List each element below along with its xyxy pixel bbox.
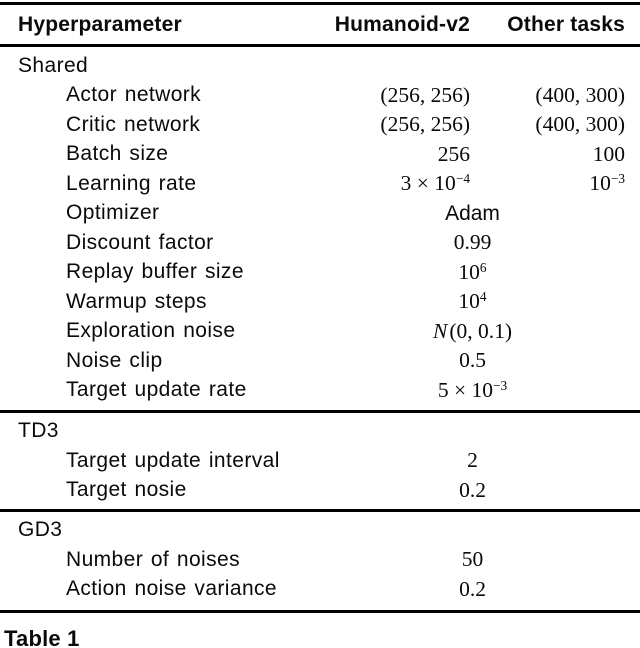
- row-label: Noise clip: [66, 348, 163, 372]
- row-label: Replay buffer size: [66, 260, 244, 284]
- cell-other-tasks-value: 10−3: [589, 171, 625, 196]
- table-row: Target update interval 2: [0, 446, 640, 476]
- table-body: Shared Actor network (256, 256) (400, 300) C…: [0, 47, 640, 613]
- cell-shared-value: 2: [467, 448, 478, 473]
- section-divider-rule: [0, 509, 640, 512]
- cell-shared-value: 5 × 10−3: [437, 377, 508, 402]
- hyperparameter-table: Hyperparameter Humanoid-v2 Other tasks S…: [0, 1, 640, 613]
- cell-shared-value: 50: [461, 547, 484, 572]
- table-section-gd3: GD3 Number of noises 50 Action noise varian…: [0, 512, 640, 611]
- table-row: Optimizer Adam: [0, 199, 640, 229]
- cell-shared-value: N(0, 0.1): [432, 318, 513, 343]
- table-section-td3: TD3 Target update interval 2 Target nosie 0.…: [0, 413, 640, 510]
- row-label: Number of noises: [66, 547, 240, 571]
- row-label: Discount factor: [66, 230, 214, 254]
- cell-shared-value: 104: [458, 289, 487, 314]
- row-label: Target update rate: [66, 378, 247, 402]
- table-row: Target nosie 0.2: [0, 476, 640, 506]
- table-row: Action noise variance 0.2: [0, 575, 640, 605]
- section-divider-rule: [0, 410, 640, 413]
- table-row: Replay buffer size 106: [0, 258, 640, 288]
- section-title-row: GD3: [0, 516, 640, 546]
- cell-humanoid-value: (256, 256): [380, 112, 470, 137]
- table-row: Discount factor 0.99: [0, 228, 640, 258]
- cell-humanoid-value: (256, 256): [380, 82, 470, 107]
- table-row: Actor network (256, 256) (400, 300): [0, 81, 640, 111]
- row-label: Optimizer: [66, 201, 160, 225]
- cell-other-tasks-value: (400, 300): [535, 112, 625, 137]
- table-row: Target update rate 5 × 10−3: [0, 376, 640, 406]
- cell-shared-value: 0.2: [459, 477, 486, 502]
- section-title-row: TD3: [0, 417, 640, 447]
- row-label: Learning rate: [66, 171, 197, 195]
- row-label: Actor network: [66, 83, 202, 107]
- cell-humanoid-value: 256: [437, 141, 470, 166]
- row-label: Target nosie: [66, 478, 187, 502]
- row-label: Action noise variance: [66, 577, 278, 601]
- table-row: Batch size 256 100: [0, 140, 640, 170]
- cell-other-tasks-value: (400, 300): [535, 82, 625, 107]
- table-header-row: Hyperparameter Humanoid-v2 Other tasks: [0, 5, 640, 44]
- table-row: Critic network (256, 256) (400, 300): [0, 110, 640, 140]
- cell-shared-value: 0.5: [459, 348, 486, 373]
- header-rule: [0, 44, 640, 47]
- row-label: Exploration noise: [66, 319, 236, 343]
- table-bottom-rule: [0, 610, 640, 613]
- column-header-humanoid-v2: Humanoid-v2: [334, 12, 470, 36]
- cell-shared-value: Adam: [445, 201, 500, 225]
- section-title: TD3: [18, 419, 59, 443]
- table-row: Exploration noise N(0, 0.1): [0, 317, 640, 347]
- cell-humanoid-value: 3 × 10−4: [400, 171, 470, 196]
- cell-other-tasks-value: 100: [592, 141, 625, 166]
- section-title: Shared: [18, 53, 89, 77]
- cell-shared-value: 106: [458, 259, 487, 284]
- table-row: Warmup steps 104: [0, 287, 640, 317]
- column-header-other-tasks: Other tasks: [507, 12, 625, 36]
- row-label: Critic network: [66, 112, 201, 136]
- column-header-hyperparameter: Hyperparameter: [18, 12, 182, 36]
- table-top-rule: [0, 1, 640, 5]
- row-label: Target update interval: [66, 448, 280, 472]
- cell-shared-value: 0.2: [459, 576, 486, 601]
- table-row: Noise clip 0.5: [0, 346, 640, 376]
- table-row: Number of noises 50: [0, 545, 640, 575]
- row-label: Batch size: [66, 142, 169, 166]
- section-title-row: Shared: [0, 51, 640, 81]
- section-title: GD3: [18, 518, 63, 542]
- table-row: Learning rate 3 × 10−4 10−3: [0, 169, 640, 199]
- row-label: Warmup steps: [66, 289, 207, 313]
- table-section-shared: Shared Actor network (256, 256) (400, 300) C…: [0, 47, 640, 410]
- cell-shared-value: 0.99: [453, 230, 492, 255]
- table-caption: Table 1: [4, 626, 80, 648]
